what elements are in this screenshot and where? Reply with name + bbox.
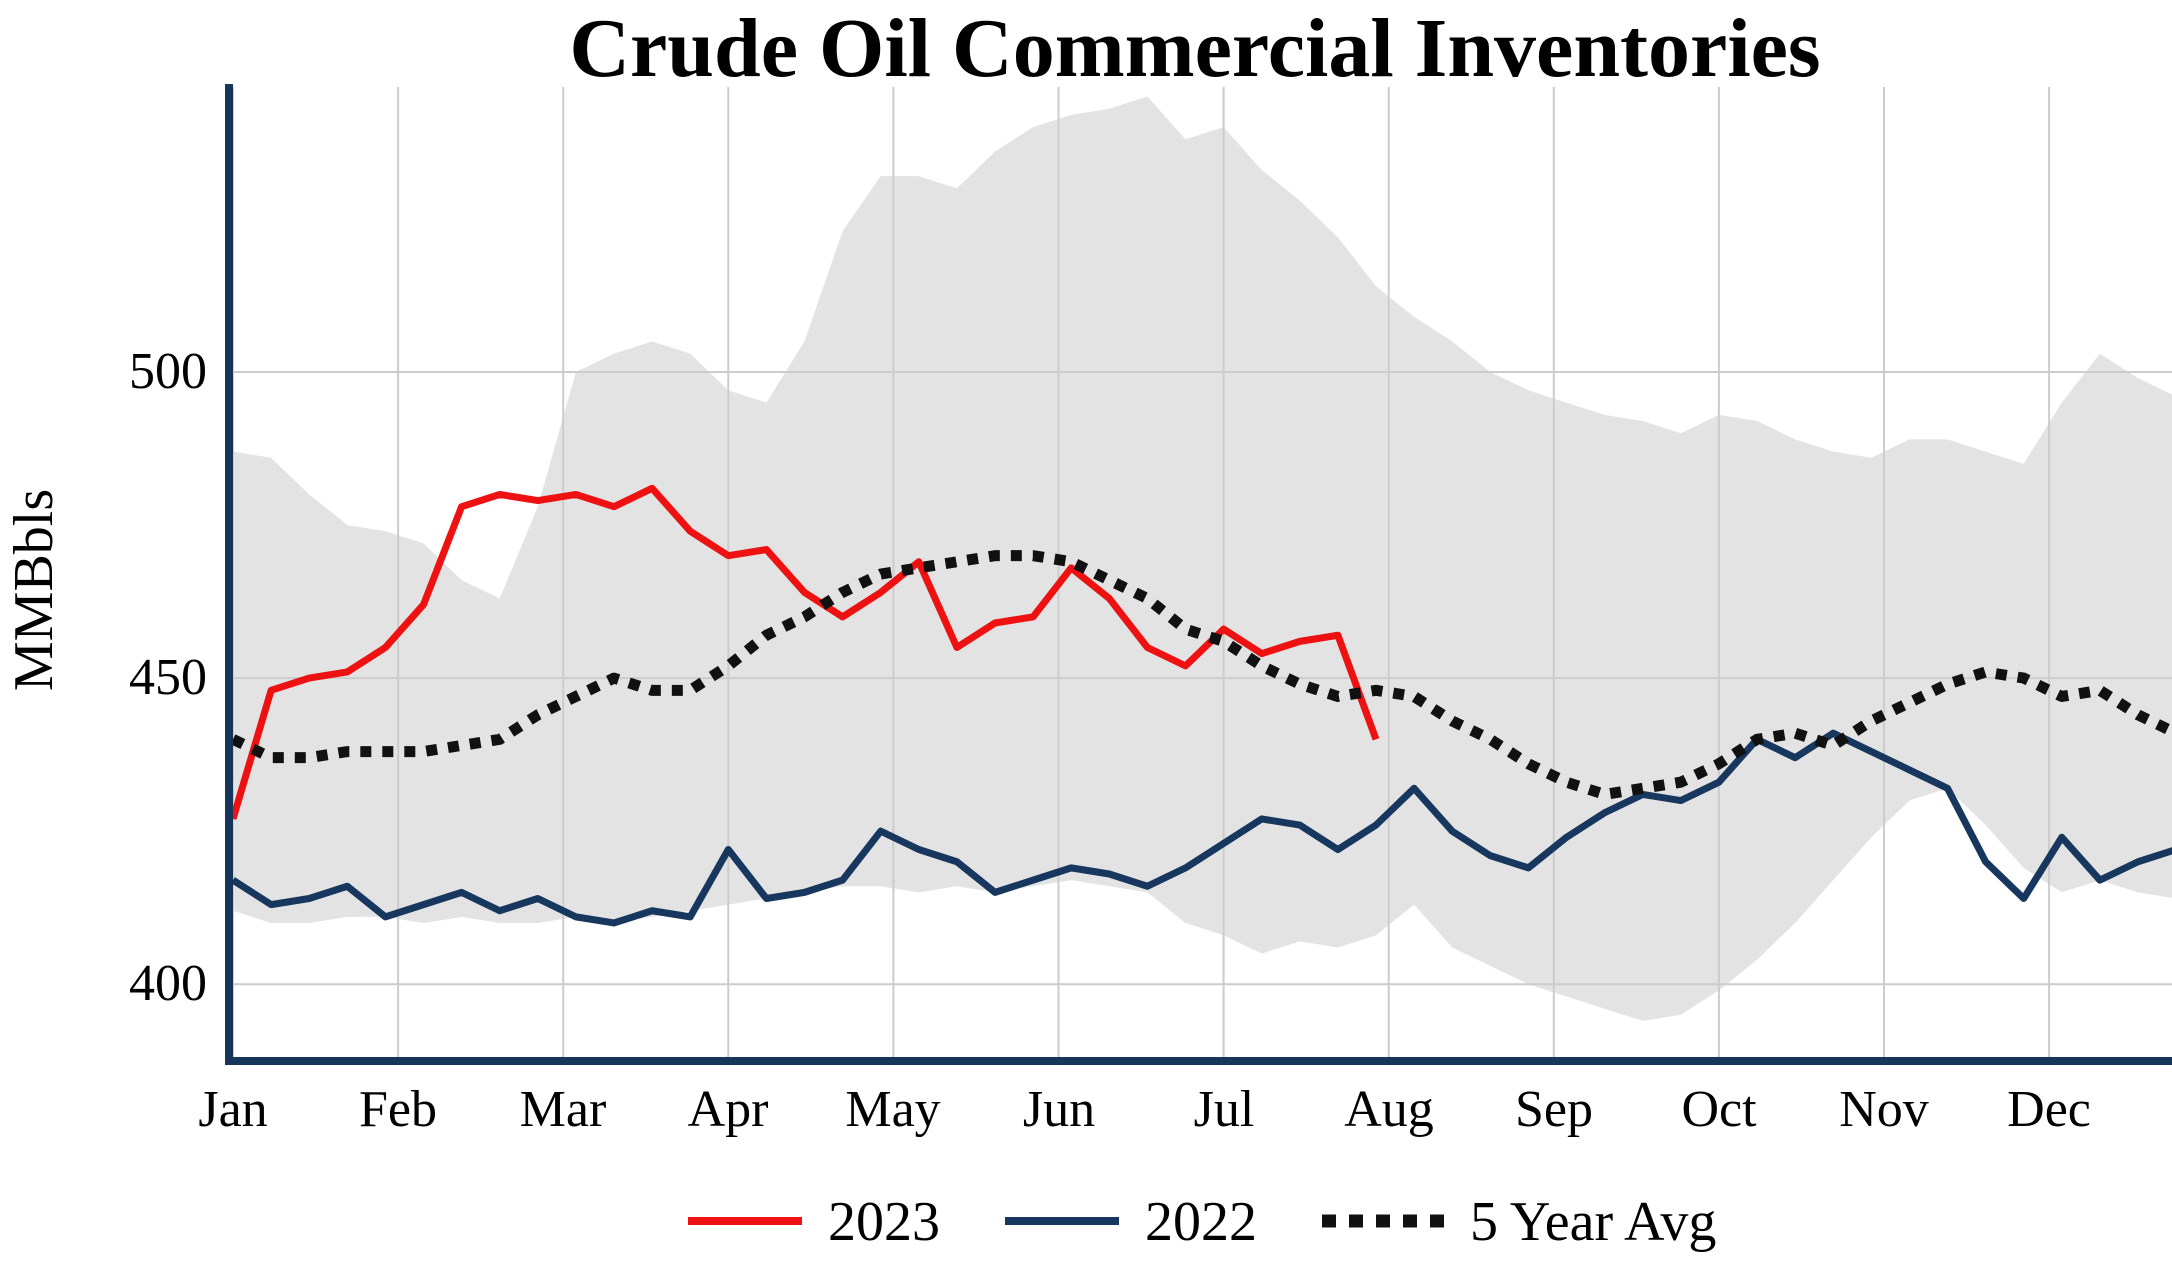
legend-item-5yr-avg: 5 Year Avg bbox=[1322, 1191, 1716, 1253]
legend: 2023 2022 5 Year Avg bbox=[688, 1191, 1716, 1253]
y-tick-450: 450 bbox=[129, 649, 207, 706]
month-label-feb: Feb bbox=[359, 1081, 437, 1138]
gridlines bbox=[229, 87, 2172, 1061]
month-label-jun: Jun bbox=[1023, 1081, 1095, 1138]
series-line-2023 bbox=[229, 484, 1380, 820]
y-axis-title: MMBbls bbox=[3, 489, 65, 691]
legend-label-2022: 2022 bbox=[1145, 1191, 1257, 1253]
legend-item-2023: 2023 bbox=[688, 1191, 940, 1253]
y-tick-400: 400 bbox=[129, 955, 207, 1012]
month-label-oct: Oct bbox=[1681, 1081, 1757, 1138]
series-line-5-year-avg bbox=[230, 550, 2172, 800]
month-label-jan: Jan bbox=[198, 1081, 267, 1138]
month-label-sep: Sep bbox=[1515, 1081, 1593, 1138]
month-label-aug: Aug bbox=[1344, 1081, 1434, 1138]
month-label-nov: Nov bbox=[1839, 1081, 1929, 1138]
series-lines bbox=[229, 484, 2172, 927]
series-line-2022 bbox=[231, 729, 2172, 927]
band-polygon bbox=[233, 96, 2172, 1021]
month-label-jul: Jul bbox=[1194, 1081, 1255, 1138]
legend-item-2022: 2022 bbox=[1005, 1191, 1257, 1253]
x-axis-month-labels: Jan Feb Mar Apr May Jun Jul Aug Sep Oct … bbox=[198, 1081, 2091, 1138]
chart-title: Crude Oil Commercial Inventories bbox=[569, 2, 1820, 95]
month-label-dec: Dec bbox=[2007, 1081, 2091, 1138]
five-year-range-band bbox=[233, 96, 2172, 1021]
month-label-mar: Mar bbox=[520, 1081, 607, 1138]
legend-label-5yr-avg: 5 Year Avg bbox=[1470, 1191, 1716, 1253]
y-tick-500: 500 bbox=[129, 343, 207, 400]
month-label-may: May bbox=[845, 1081, 940, 1138]
legend-label-2023: 2023 bbox=[828, 1191, 940, 1253]
month-label-apr: Apr bbox=[688, 1081, 769, 1138]
